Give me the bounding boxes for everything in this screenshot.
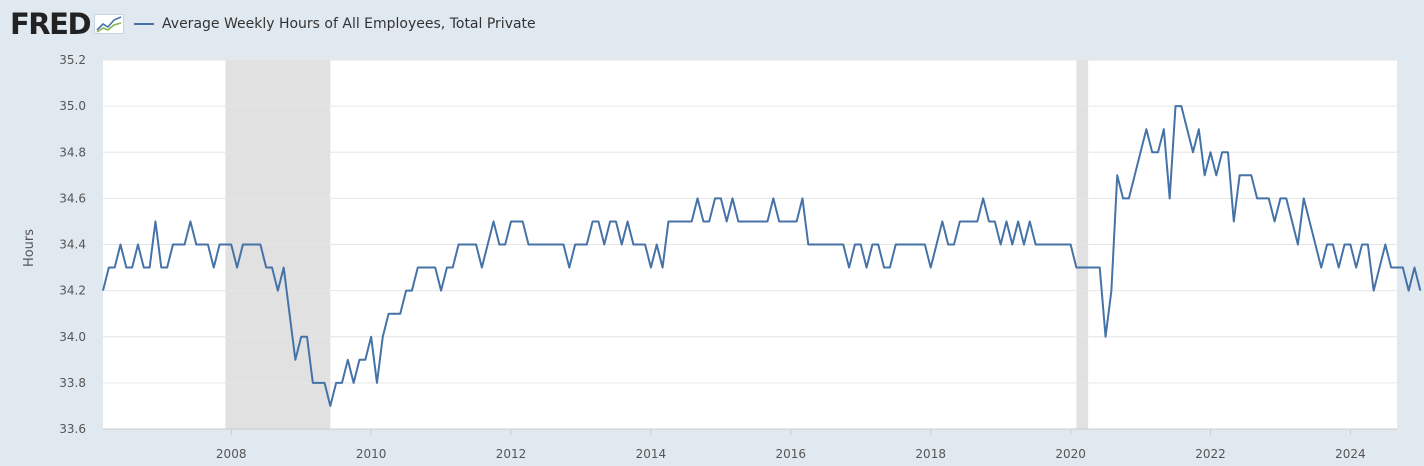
- x-tick-label: 2008: [216, 447, 247, 461]
- x-tick-label: 2012: [496, 447, 527, 461]
- y-tick-label: 34.4: [59, 238, 86, 252]
- y-tick-label: 35.0: [59, 99, 86, 113]
- x-tick-label: 2014: [636, 447, 667, 461]
- fred-chart-icon: [94, 14, 125, 34]
- x-tick-label: 2022: [1195, 447, 1226, 461]
- y-axis-ticks: 33.6 33.8 34.0 34.2 34.4 34.6 34.8 35.0 35.2: [59, 53, 86, 436]
- y-tick-label: 34.0: [59, 330, 86, 344]
- y-tick-label: 34.6: [59, 191, 86, 205]
- legend-swatch: [134, 23, 155, 25]
- y-tick-label: 34.2: [59, 284, 86, 298]
- x-axis-ticks: 2008 2010 2012 2014 2016 2018 2020 2022 2024: [103, 428, 1397, 461]
- series-line: [102, 105, 1422, 407]
- chart-header: FRED Average Weekly Hours of All Employe…: [10, 4, 536, 44]
- y-tick-label: 33.6: [59, 422, 86, 436]
- y-axis-title: Hours: [22, 229, 37, 267]
- legend-label: Average Weekly Hours of All Employees, T…: [162, 16, 536, 32]
- chart-legend: Average Weekly Hours of All Employees, T…: [134, 16, 536, 32]
- y-tick-label: 35.2: [59, 53, 86, 67]
- x-tick-label: 2010: [356, 447, 387, 461]
- y-tick-label: 33.8: [59, 376, 86, 390]
- fred-logo[interactable]: FRED: [10, 7, 92, 41]
- x-tick-label: 2016: [776, 447, 807, 461]
- series-layer: [102, 105, 1422, 407]
- x-tick-label: 2020: [1055, 447, 1086, 461]
- x-tick-label: 2018: [915, 447, 946, 461]
- x-tick-label: 2024: [1335, 447, 1366, 461]
- y-tick-label: 34.8: [59, 145, 86, 159]
